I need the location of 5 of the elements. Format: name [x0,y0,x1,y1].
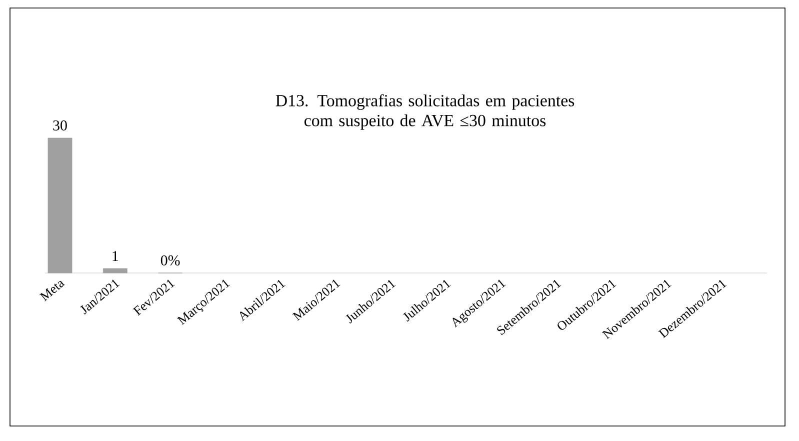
data-label: 30 [53,120,67,130]
chart-title: D13. Tomografias solicitadas em pacientes com suspeito de AVE ≤30 minutos [276,94,574,130]
x-tick-label: Meta [39,280,65,302]
data-label: 1 [112,251,118,261]
data-label: 0% [160,255,180,266]
